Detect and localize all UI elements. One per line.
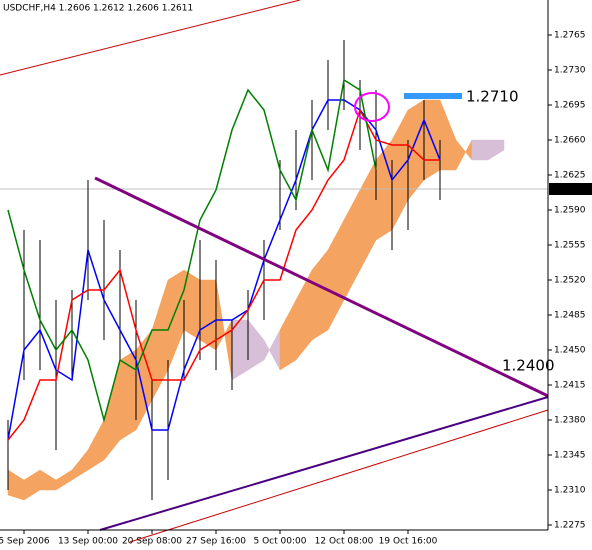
plot-area [0, 40, 548, 501]
x-tick-label: 27 Sep 16:00 [186, 537, 246, 547]
x-tick-label: 19 Oct 16:00 [379, 537, 438, 547]
annotation: 1.2400 [502, 357, 555, 375]
y-tick-label: 1.2275 [554, 521, 586, 531]
target-bar [404, 93, 462, 99]
x-tick-label: 5 Oct 00:00 [254, 537, 307, 547]
x-tick-label: 12 Oct 08:00 [315, 537, 374, 547]
highlight-circle [354, 92, 390, 122]
cloud-segment [199, 279, 217, 351]
last-price-box [549, 183, 592, 195]
x-tick-label: 20 Sep 08:00 [122, 537, 182, 547]
trend-line [99, 396, 549, 531]
indicator-line [7, 78, 377, 423]
chart-title: USDCHF,H4 1.2606 1.2612 1.2606 1.2611 [3, 4, 193, 14]
y-tick-label: 1.2590 [554, 206, 586, 216]
y-tick-label: 1.2520 [554, 276, 586, 286]
y-tick-label: 1.2415 [554, 381, 586, 391]
annotation: 1.2710 [466, 88, 519, 106]
cloud-segment [487, 139, 505, 161]
y-tick-label: 1.2695 [554, 101, 586, 111]
y-tick-label: 1.2310 [554, 486, 586, 496]
trend-line [94, 176, 549, 398]
x-tick-label: 5 Sep 2006 [0, 537, 50, 547]
channel-line [129, 409, 549, 543]
y-tick-label: 1.2345 [554, 451, 586, 461]
last-price-label: 1.2611 [554, 185, 586, 195]
y-tick-label: 1.2485 [554, 311, 586, 321]
cloud-segment [231, 319, 249, 381]
y-tick-label: 1.2450 [554, 346, 586, 356]
y-tick-label: 1.2765 [554, 31, 586, 41]
cloud-segment [119, 349, 137, 441]
y-tick-label: 1.2380 [554, 416, 586, 426]
cloud-segment [471, 139, 489, 161]
x-tick-label: 13 Sep 00:00 [58, 537, 118, 547]
y-tick-label: 1.2555 [554, 241, 586, 251]
indicator-line [7, 108, 440, 441]
y-tick-label: 1.2625 [554, 171, 586, 181]
y-tick-label: 1.2660 [554, 136, 586, 146]
y-tick-label: 1.2730 [554, 66, 586, 76]
channel-line [0, 0, 301, 76]
